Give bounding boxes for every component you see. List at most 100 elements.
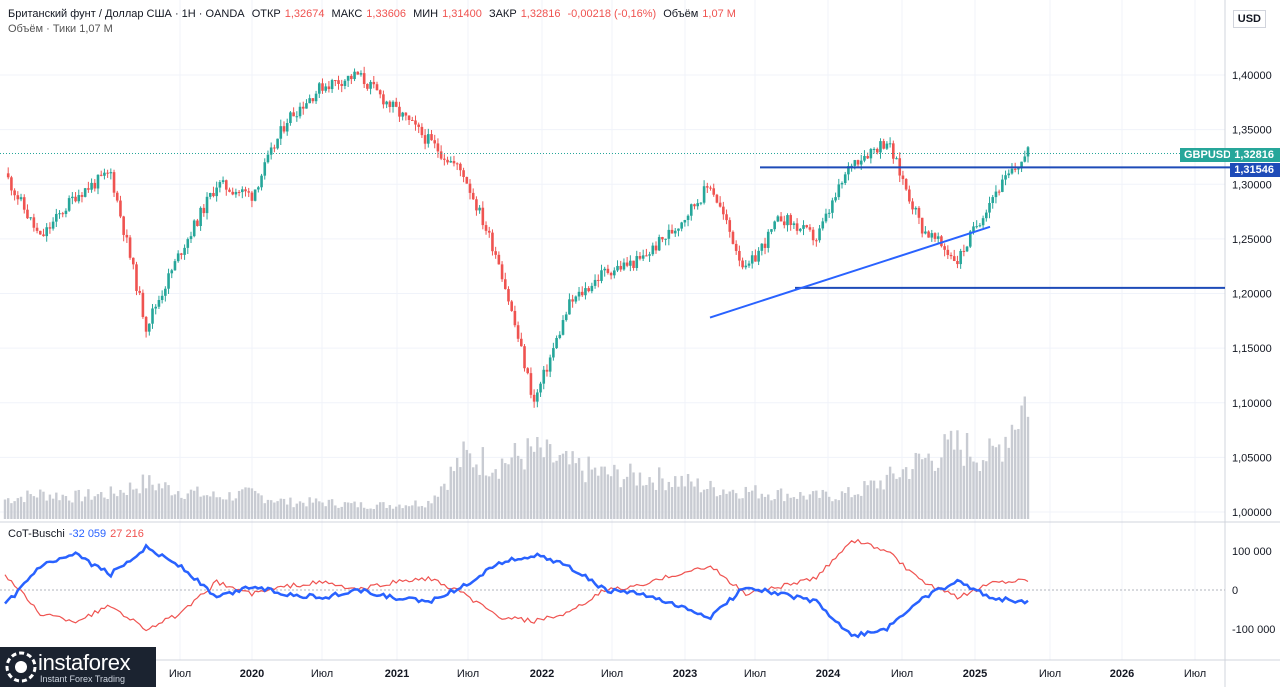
volume-bar (577, 458, 581, 519)
candle-body (709, 187, 712, 189)
candle-body (119, 200, 122, 217)
volume-bar (523, 469, 526, 519)
volume-bar (346, 502, 350, 519)
candle-body (269, 147, 273, 155)
candle-body (321, 83, 324, 91)
candle-body (978, 225, 982, 227)
candle-body (840, 183, 844, 185)
candle-body (346, 75, 350, 81)
candle-body (831, 200, 834, 213)
volume-bar (311, 502, 315, 519)
volume-bar (167, 485, 170, 519)
open-value: 1,32674 (284, 8, 325, 20)
volume-bar (609, 476, 613, 519)
candle-body (164, 288, 167, 296)
candle-body (276, 138, 279, 149)
candle-body (173, 261, 177, 271)
volume-bar (77, 489, 80, 519)
volume-bar (411, 505, 414, 519)
candle-body (366, 84, 369, 89)
candle-body (295, 116, 299, 118)
candle-body (811, 229, 815, 241)
candle-body (792, 223, 796, 226)
candle-body (71, 196, 74, 199)
time-tick-label: Июл (744, 668, 766, 680)
volume-bar (853, 494, 857, 519)
volume-bar (106, 498, 109, 519)
low-label: МИН (413, 8, 439, 20)
volume-bar (898, 477, 901, 519)
candle-body (292, 112, 295, 117)
candle-body (590, 285, 594, 292)
volume-bar (87, 489, 90, 519)
volume-bar (516, 455, 520, 519)
candle-body (776, 216, 780, 222)
volume-bar (882, 489, 885, 519)
volume-bar (128, 482, 132, 519)
time-tick-label: 2020 (240, 668, 264, 680)
volume-bar (253, 490, 257, 519)
candle-body (503, 279, 507, 290)
volume-bar (318, 501, 321, 519)
candle-body (539, 383, 542, 393)
candle-body (622, 262, 626, 270)
candle-body (263, 162, 267, 176)
volume-bar (61, 494, 64, 519)
candle-body (965, 246, 969, 252)
volume-bar (818, 497, 821, 519)
volume-bar (449, 466, 452, 519)
volume-bar (439, 486, 443, 519)
candle-body (715, 194, 719, 203)
volume-bar (212, 491, 215, 519)
candle-body (683, 220, 687, 223)
currency-button[interactable]: USD (1232, 10, 1266, 28)
volume-bar (1017, 429, 1020, 519)
candle-body (641, 255, 645, 259)
volume-bar (497, 478, 501, 519)
volume-bar (593, 467, 597, 519)
candle-body (465, 176, 469, 184)
volume-bar (100, 492, 103, 519)
candle-body (1020, 161, 1023, 169)
candle-body (911, 201, 914, 210)
candle-body (920, 217, 924, 234)
volume-bar (972, 461, 975, 519)
volume-bar (189, 489, 193, 519)
volume-bar (908, 478, 911, 519)
volume-bar (763, 496, 767, 519)
candle-body (122, 216, 125, 235)
volume-bar (565, 450, 568, 519)
candle-body (401, 112, 404, 117)
cot-red-line (4, 538, 1029, 632)
volume-bar (962, 465, 966, 519)
candle-body (773, 221, 776, 230)
candle-body (725, 214, 728, 221)
candle-body (930, 233, 934, 238)
volume-bar (170, 495, 173, 519)
volume-bar (847, 487, 850, 519)
volume-bar (395, 506, 398, 519)
candle-body (542, 369, 546, 384)
candle-body (802, 225, 805, 229)
volume-bar (51, 498, 55, 519)
candle-body (580, 291, 584, 296)
high-label: МАКС (331, 8, 363, 20)
volume-bar (340, 506, 343, 519)
candle-body (48, 227, 52, 229)
candle-body (452, 161, 456, 164)
candle-body (410, 119, 414, 121)
volume-bar (279, 498, 282, 519)
price-tick-label: 1,00000 (1232, 507, 1272, 519)
volume-bar (180, 497, 183, 519)
candle-body (433, 140, 437, 144)
volume-bar (747, 491, 751, 519)
candle-body (427, 134, 430, 144)
volume-bar (860, 495, 863, 519)
volume-bar (173, 494, 177, 519)
candle-body (106, 172, 109, 174)
volume-bar (215, 497, 218, 519)
candle-body (199, 207, 202, 227)
candle-body (584, 288, 587, 296)
volume-bar (359, 502, 363, 519)
volume-bar (834, 499, 837, 519)
